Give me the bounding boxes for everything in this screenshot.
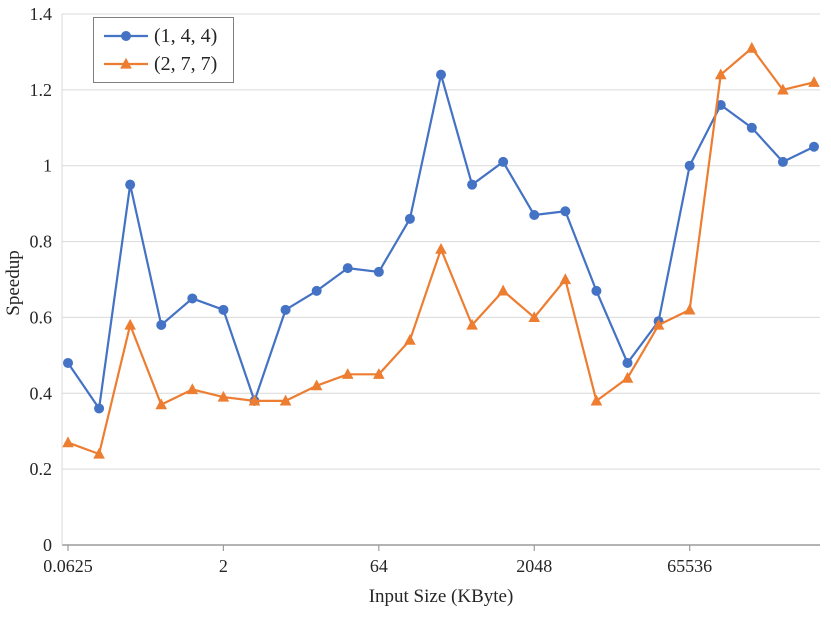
- data-point-marker: [124, 318, 136, 330]
- data-point-marker: [715, 100, 726, 111]
- data-point-marker: [529, 210, 540, 221]
- data-point-marker: [622, 357, 633, 368]
- y-tick-label: 1.4: [30, 4, 53, 24]
- data-point-marker: [373, 368, 385, 379]
- data-point-marker: [652, 318, 665, 330]
- data-point-marker: [279, 394, 292, 406]
- data-point-marker: [746, 41, 758, 53]
- data-point-marker: [498, 156, 509, 167]
- data-point-marker: [683, 303, 696, 315]
- y-tick-label: 0: [43, 535, 52, 555]
- legend-item-0: (1, 4, 4): [102, 26, 217, 46]
- data-point-marker: [93, 447, 105, 459]
- x-axis-title: Input Size (KByte): [368, 586, 514, 607]
- y-tick-label: 0.4: [30, 383, 53, 403]
- data-point-marker: [404, 333, 416, 345]
- data-point-marker: [591, 285, 602, 296]
- x-tick-label: 0.0625: [43, 556, 93, 576]
- data-point-marker: [621, 371, 634, 383]
- data-point-marker: [808, 76, 820, 87]
- data-point-marker: [560, 206, 571, 217]
- data-point-marker: [466, 318, 478, 330]
- data-point-marker: [155, 398, 168, 410]
- data-point-marker: [311, 285, 322, 296]
- data-point-marker: [404, 213, 415, 224]
- data-point-marker: [714, 68, 727, 80]
- data-point-marker: [121, 31, 131, 41]
- series-1: [62, 41, 820, 459]
- data-point-marker: [62, 436, 74, 448]
- y-tick-label: 1.2: [30, 80, 53, 100]
- data-point-marker: [120, 57, 132, 69]
- y-tick-label: 0.8: [30, 232, 53, 252]
- legend-triangle-marker-icon: [104, 57, 148, 69]
- data-point-marker: [310, 379, 323, 391]
- y-axis-title: Speedup: [3, 250, 24, 316]
- data-point-marker: [777, 156, 788, 167]
- data-point-marker: [746, 122, 757, 133]
- data-point-marker: [280, 304, 291, 315]
- data-point-marker: [94, 403, 105, 414]
- y-tick-label: 1: [43, 156, 52, 176]
- data-point-marker: [187, 293, 198, 304]
- legend-label: (2, 7, 7): [154, 53, 218, 75]
- data-point-marker: [341, 368, 354, 379]
- data-point-marker: [497, 284, 509, 296]
- data-point-marker: [467, 179, 478, 190]
- data-point-marker: [373, 266, 384, 277]
- y-tick-label: 0.6: [30, 307, 53, 327]
- data-point-marker: [528, 311, 541, 323]
- x-tick-label: 65536: [667, 556, 712, 576]
- data-point-marker: [342, 263, 353, 274]
- data-point-marker: [559, 273, 572, 285]
- data-point-marker: [809, 141, 819, 152]
- data-point-marker: [684, 160, 695, 171]
- data-point-marker: [590, 394, 603, 406]
- data-point-marker: [436, 69, 446, 80]
- data-point-marker: [125, 179, 136, 190]
- x-tick-label: 64: [370, 556, 388, 576]
- data-point-marker: [63, 357, 73, 368]
- legend-item-1: (2, 7, 7): [102, 54, 217, 74]
- y-tick-label: 0.2: [30, 459, 53, 479]
- data-point-marker: [217, 390, 230, 402]
- legend-label: (1, 4, 4): [154, 25, 218, 47]
- x-tick-label: 2048: [516, 556, 552, 576]
- data-point-marker: [435, 242, 447, 254]
- data-point-marker: [156, 320, 167, 331]
- chart-legend: (1, 4, 4) (2, 7, 7): [93, 17, 235, 83]
- x-tick-label: 2: [219, 556, 228, 576]
- data-point-marker: [186, 383, 199, 395]
- legend-circle-marker-icon: [104, 31, 148, 41]
- data-point-marker: [777, 83, 789, 95]
- data-point-marker: [218, 304, 229, 315]
- data-point-marker: [248, 394, 261, 406]
